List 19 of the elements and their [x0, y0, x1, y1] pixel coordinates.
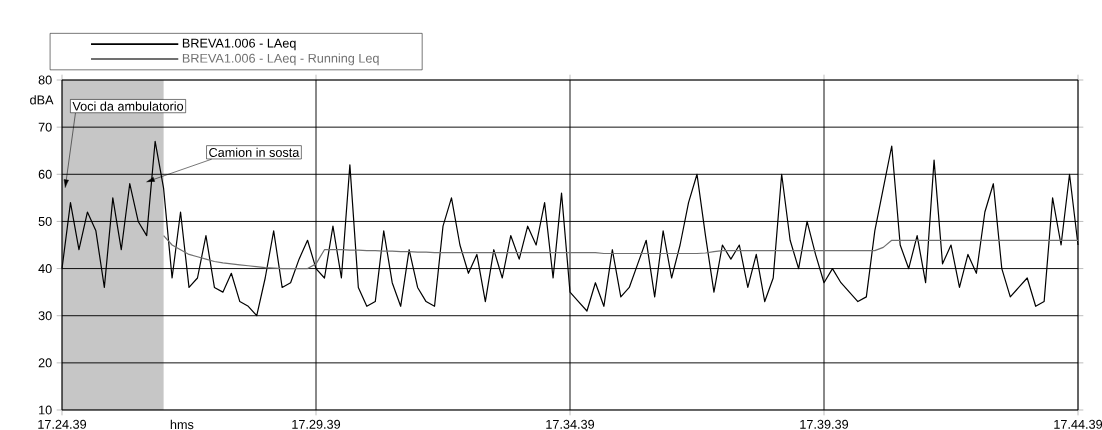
- y-tick-label: 80: [38, 75, 52, 85]
- y-tick-label: 40: [38, 264, 52, 274]
- annotation: Voci da ambulatorio: [72, 101, 184, 111]
- text: BREVA1.006 - LAeq - Running Leq: [182, 53, 379, 66]
- y-tick-label: 30: [38, 311, 52, 321]
- x-axis-title: hms: [170, 419, 194, 430]
- annotation: Camion in sosta: [209, 147, 300, 157]
- text: BREVA1.006 - LAeq: [182, 38, 296, 51]
- y-axis-title: dBA: [30, 95, 54, 105]
- x-tick-label: 17.34.39: [546, 419, 595, 429]
- x-tick-label: 17.39.39: [800, 419, 849, 429]
- y-tick-label: 20: [38, 358, 52, 368]
- x-tick-label: 17.29.39: [292, 419, 341, 429]
- y-tick-label: 70: [38, 122, 52, 132]
- x-tick-label: 17.44.39: [1054, 419, 1102, 429]
- y-tick-label: 60: [38, 169, 52, 179]
- x-tick-label: 17.24.39: [38, 419, 87, 429]
- y-tick-label: 10: [39, 405, 52, 415]
- y-tick-label: 50: [38, 216, 52, 226]
